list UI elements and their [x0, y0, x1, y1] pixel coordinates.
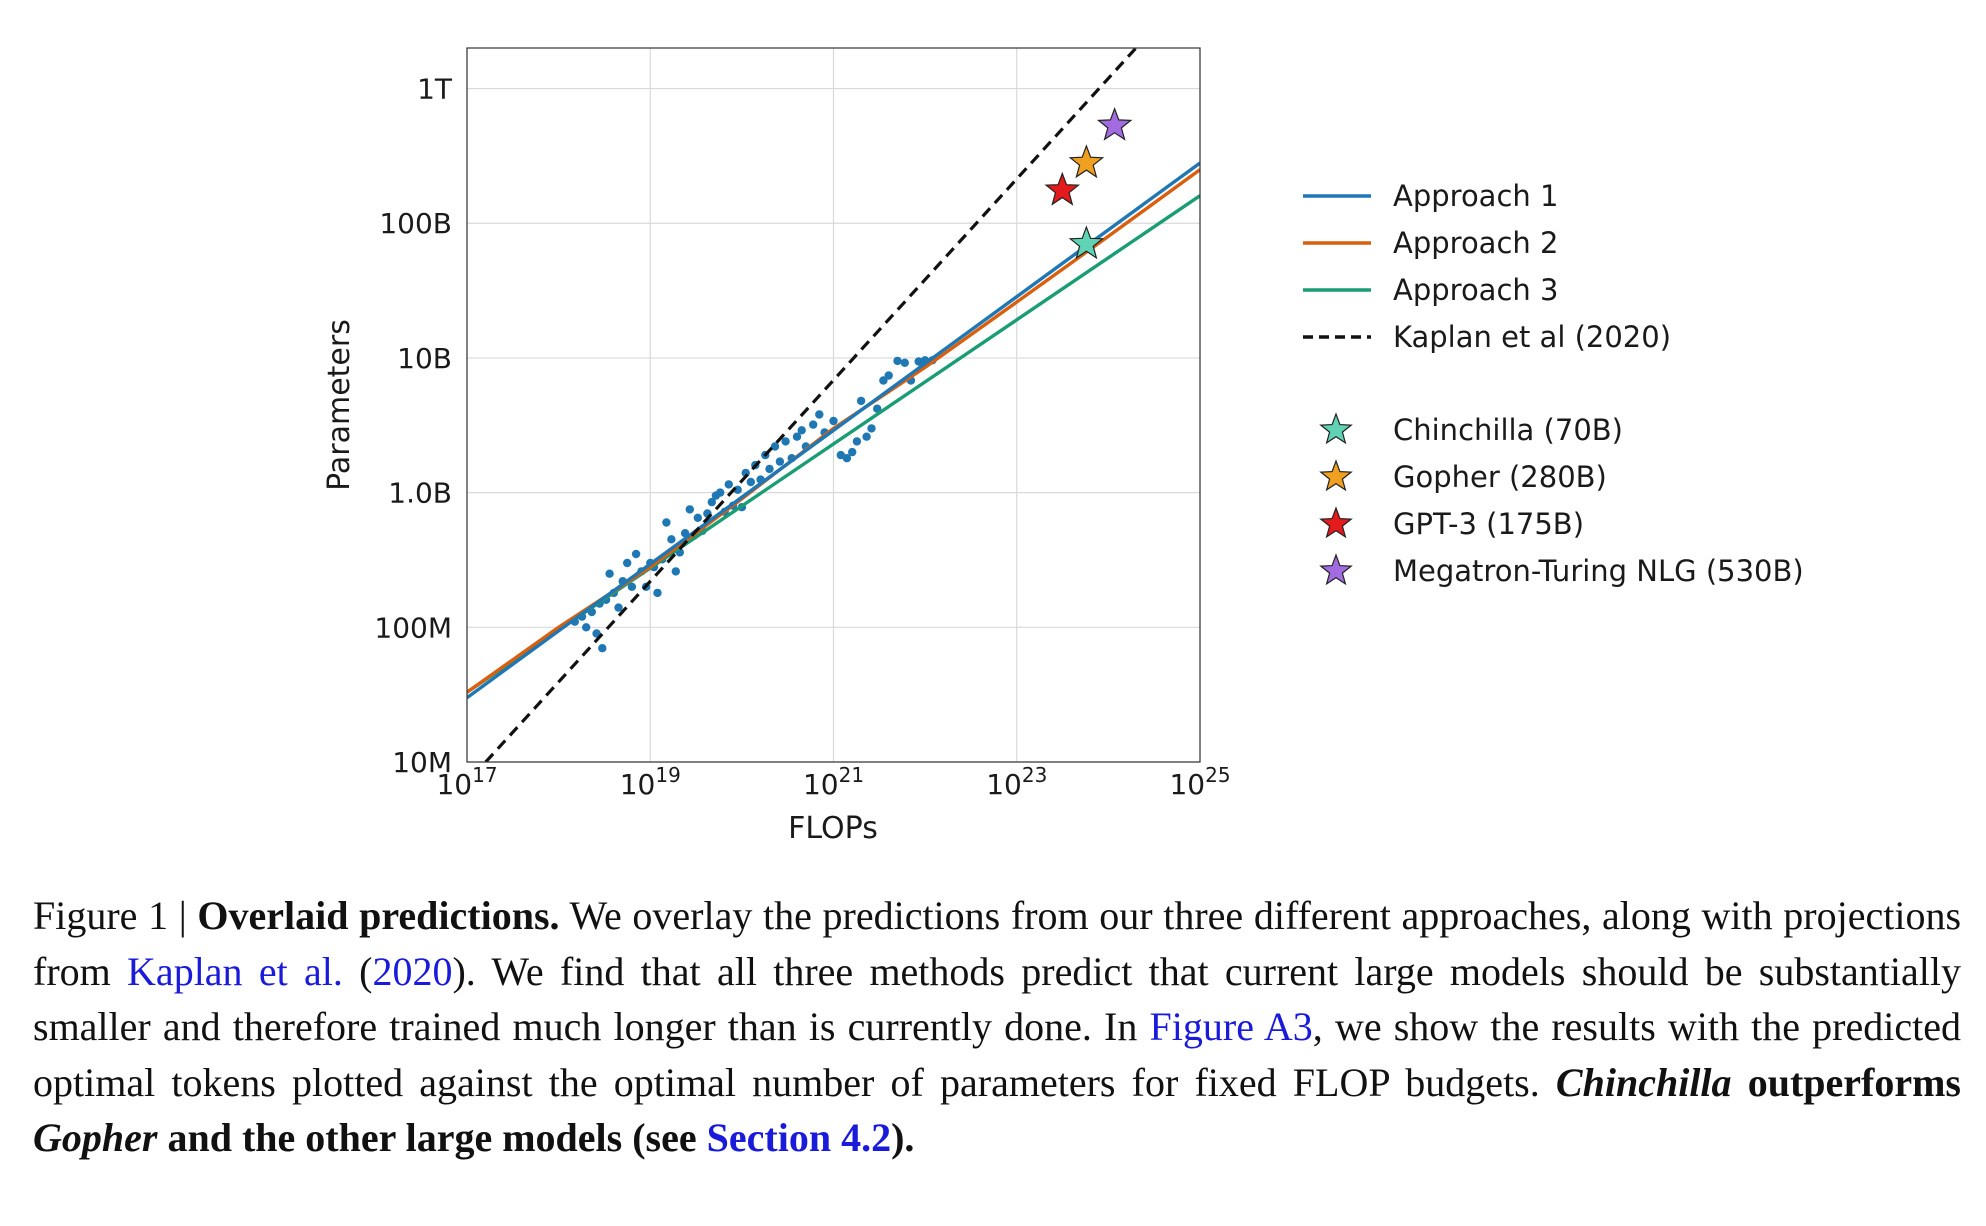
kaplan-year-link[interactable]: 2020	[372, 948, 453, 994]
series-line-kaplan-et-al-2020-	[484, 48, 1138, 762]
scatter-point	[605, 569, 614, 578]
legend-label: Megatron-Turing NLG (530B)	[1393, 554, 1804, 588]
y-axis-label: Parameters	[322, 319, 357, 491]
scatter-point	[671, 567, 680, 576]
legend-label: Approach 2	[1393, 226, 1558, 260]
scatter-point	[884, 371, 893, 380]
star-megatron-turing-nlg-530b	[1096, 106, 1133, 141]
scatter-point	[914, 357, 923, 366]
scatter-point	[867, 424, 876, 433]
legend-star-marker	[1319, 553, 1353, 586]
caption-text-3: , we show the results with the predicted…	[33, 1004, 1961, 1105]
scatter-point	[707, 497, 716, 507]
y-tick-label: 100M	[374, 611, 452, 644]
legend-label: Chinchilla (70B)	[1393, 413, 1623, 447]
section-4-2-link[interactable]: Section 4.2	[706, 1115, 892, 1160]
scatter-point	[856, 396, 866, 406]
y-tick-label: 1T	[417, 73, 453, 106]
caption-figure-label: Figure 1 |	[33, 893, 198, 938]
x-tick-label: 1023	[986, 763, 1047, 801]
scatter-point	[614, 603, 623, 612]
y-tick-labels: 10M 100M 1.0B 10B 100B 1T	[374, 73, 453, 779]
scatter-point	[829, 416, 838, 426]
caption-text-1: We overlay the predictions from our thre…	[33, 893, 1962, 994]
scatter-point	[900, 358, 909, 367]
scatter-point	[598, 644, 607, 653]
figure-a3-link[interactable]: Figure A3	[1149, 1004, 1313, 1049]
scatter-point	[724, 480, 733, 489]
scatter-point	[582, 623, 591, 632]
scatter-point	[770, 442, 780, 451]
legend-star-marker	[1319, 506, 1353, 539]
star-gopher-280b	[1068, 144, 1105, 179]
scatter-point	[662, 518, 671, 527]
scatter-point	[693, 513, 702, 522]
legend-star-marker	[1319, 459, 1353, 492]
scatter-point	[797, 426, 806, 435]
legend: Approach 1 Approach 2 Approach 3 Kaplan et …	[1303, 179, 1804, 588]
scatter-point	[765, 464, 774, 474]
y-tick-label: 10M	[392, 746, 452, 779]
stars-layer	[1044, 106, 1133, 260]
scatter-point	[809, 420, 818, 429]
scatter-point	[893, 356, 902, 366]
kaplan-link[interactable]: Kaplan et al.	[127, 948, 343, 994]
caption-bold-rest: and the other large models (see	[157, 1115, 707, 1160]
x-tick-label: 1025	[1169, 763, 1230, 801]
caption-title: Overlaid predictions.	[197, 893, 560, 938]
legend-label: Kaplan et al (2020)	[1393, 320, 1671, 354]
scatter-point	[792, 432, 802, 441]
star-chinchilla-70b	[1068, 225, 1105, 260]
scatter-point	[775, 457, 785, 466]
scatter-point	[716, 488, 725, 497]
scatter-point	[815, 410, 824, 419]
x-tick-label: 1019	[620, 763, 681, 801]
figure-caption: Figure 1 | Overlaid predictions. We over…	[33, 888, 1961, 1166]
scatter-point	[623, 558, 632, 568]
y-tick-label: 10B	[397, 342, 452, 375]
plot-frame	[466, 47, 1201, 763]
star-gpt-3-175b	[1044, 171, 1081, 206]
caption-text-2: ). We find that all three methods predic…	[33, 948, 1961, 1050]
caption-gopher: Gopher	[33, 1115, 158, 1160]
caption-bold-end: ).	[891, 1115, 915, 1160]
caption-paren: (	[342, 948, 373, 994]
scatter-point	[631, 549, 641, 559]
scatter-point	[842, 454, 852, 463]
caption-chinchilla: Chinchilla	[1555, 1059, 1732, 1105]
y-tick-label: 100B	[379, 207, 452, 240]
scatter-point	[781, 437, 790, 446]
scatter-point	[653, 588, 662, 598]
scatter-point	[685, 505, 694, 514]
scatter-point	[862, 432, 871, 441]
legend-star-marker	[1319, 412, 1353, 445]
x-tick-label: 1021	[803, 763, 864, 801]
legend-label: Approach 3	[1393, 273, 1558, 307]
caption-bold-mid: outperforms	[1731, 1059, 1962, 1105]
y-tick-label: 1.0B	[388, 477, 452, 510]
scatter-point	[852, 437, 862, 446]
scatter-point	[733, 485, 742, 494]
x-axis-label: FLOPs	[788, 811, 878, 846]
scatter-point	[879, 376, 888, 385]
x-tick-labels: 1017 1019 1021 1023 1025	[436, 763, 1230, 801]
chart: 10M 100M 1.0B 10B 100B 1T 1017 1019 1021 1023 102…	[322, 47, 1804, 846]
scatter-point	[627, 582, 637, 591]
scatter-point	[848, 447, 857, 457]
legend-label: GPT-3 (175B)	[1393, 507, 1584, 541]
scatter-point	[873, 404, 882, 413]
scatter-point	[746, 477, 755, 487]
legend-label: Gopher (280B)	[1393, 460, 1607, 494]
scatter-point	[667, 535, 676, 544]
x-tick-label: 1017	[436, 763, 497, 801]
legend-label: Approach 1	[1393, 179, 1558, 213]
